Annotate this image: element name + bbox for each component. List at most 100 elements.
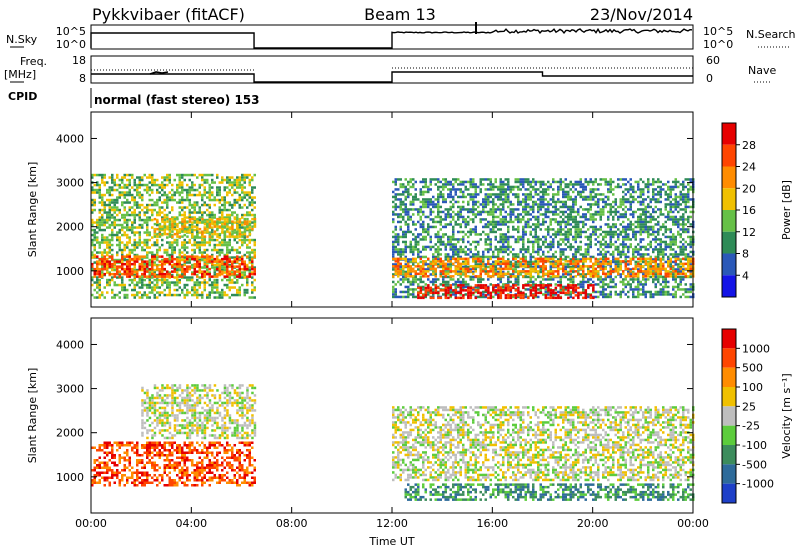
power-cell [91,268,94,272]
power-cell [156,296,159,299]
power-cell [522,248,525,251]
power-cell [602,253,605,256]
power-cell [191,248,194,252]
power-cell [138,243,141,247]
power-cell [609,245,612,249]
power-cell [233,181,236,184]
power-cell [103,251,106,254]
power-cell [509,215,512,219]
power-cell [126,211,129,214]
power-cell [594,210,597,214]
power-cell [166,270,169,273]
power-cell [447,193,450,196]
power-cell [143,218,146,222]
power-cell [176,230,179,233]
power-cell [138,186,141,189]
power-cell [126,258,129,262]
power-cell [632,198,635,201]
power-cell [103,267,106,271]
power-cell [392,210,395,214]
power-cell [444,255,447,259]
power-cell [223,275,226,278]
power-cell [206,241,209,244]
power-cell [484,203,487,206]
power-cell [176,222,179,226]
power-cell [629,178,632,181]
power-cell [133,231,136,234]
power-cell [547,205,550,209]
power-cell [218,206,221,209]
power-cell [502,205,505,209]
power-cell [143,211,146,214]
power-cell [208,233,211,237]
power-cell [116,201,119,204]
power-cell [487,220,490,224]
power-cell [502,270,505,274]
power-cell [619,295,622,299]
power-cell [527,275,530,279]
power-cell [419,205,422,209]
power-cell [399,178,402,181]
power-cell [106,253,109,257]
power-cell [474,285,477,289]
power-cell [562,253,565,256]
power-cell [163,267,166,271]
power-cell [131,221,134,224]
power-cell [111,288,114,292]
power-cell [629,205,632,209]
power-cell [427,185,430,189]
power-cell [524,213,527,216]
power-cell [639,203,642,206]
power-cell [206,255,209,258]
power-cell [589,188,592,191]
power-cell [507,205,510,209]
power-cell [497,248,500,251]
power-cell [233,191,236,194]
power-cell [452,183,455,186]
power-cell [637,250,640,254]
power-cell [392,213,395,216]
power-cell [186,230,189,233]
power-cell [203,248,206,252]
power-cell [211,266,214,269]
power-cell [579,258,582,261]
power-cell [409,273,412,276]
power-cell [126,265,129,268]
power-cell [392,273,395,276]
power-cell [158,293,161,297]
power-cell [449,265,452,269]
power-cell [188,173,191,177]
power-cell [574,230,577,234]
power-cell [228,191,231,194]
power-cell [168,198,171,202]
power-cell [178,227,182,231]
power-cell [156,238,159,242]
power-cell [138,275,141,278]
power-cell [567,195,570,199]
power-cell [562,273,565,276]
power-cell [462,278,465,281]
power-cell [226,243,229,247]
power-cell [178,293,181,297]
power-cell [163,178,166,182]
power-cell [452,233,455,236]
power-cell [108,226,111,229]
power-cell [188,261,191,264]
power-cell [183,253,186,257]
power-cell [562,210,565,214]
power-cell [519,218,522,221]
power-cell [614,210,617,214]
power-cell [429,273,432,276]
power-cell [622,220,625,224]
power-cell [148,176,151,179]
power-cell [492,220,495,224]
power-cell [246,265,249,268]
power-cell [529,255,532,259]
power-cell [447,283,450,286]
power-cell [397,188,400,191]
power-cell [449,258,452,261]
power-cell [517,220,520,224]
power-cell [507,235,510,239]
power-cell [492,208,495,211]
power-cell [193,203,196,207]
